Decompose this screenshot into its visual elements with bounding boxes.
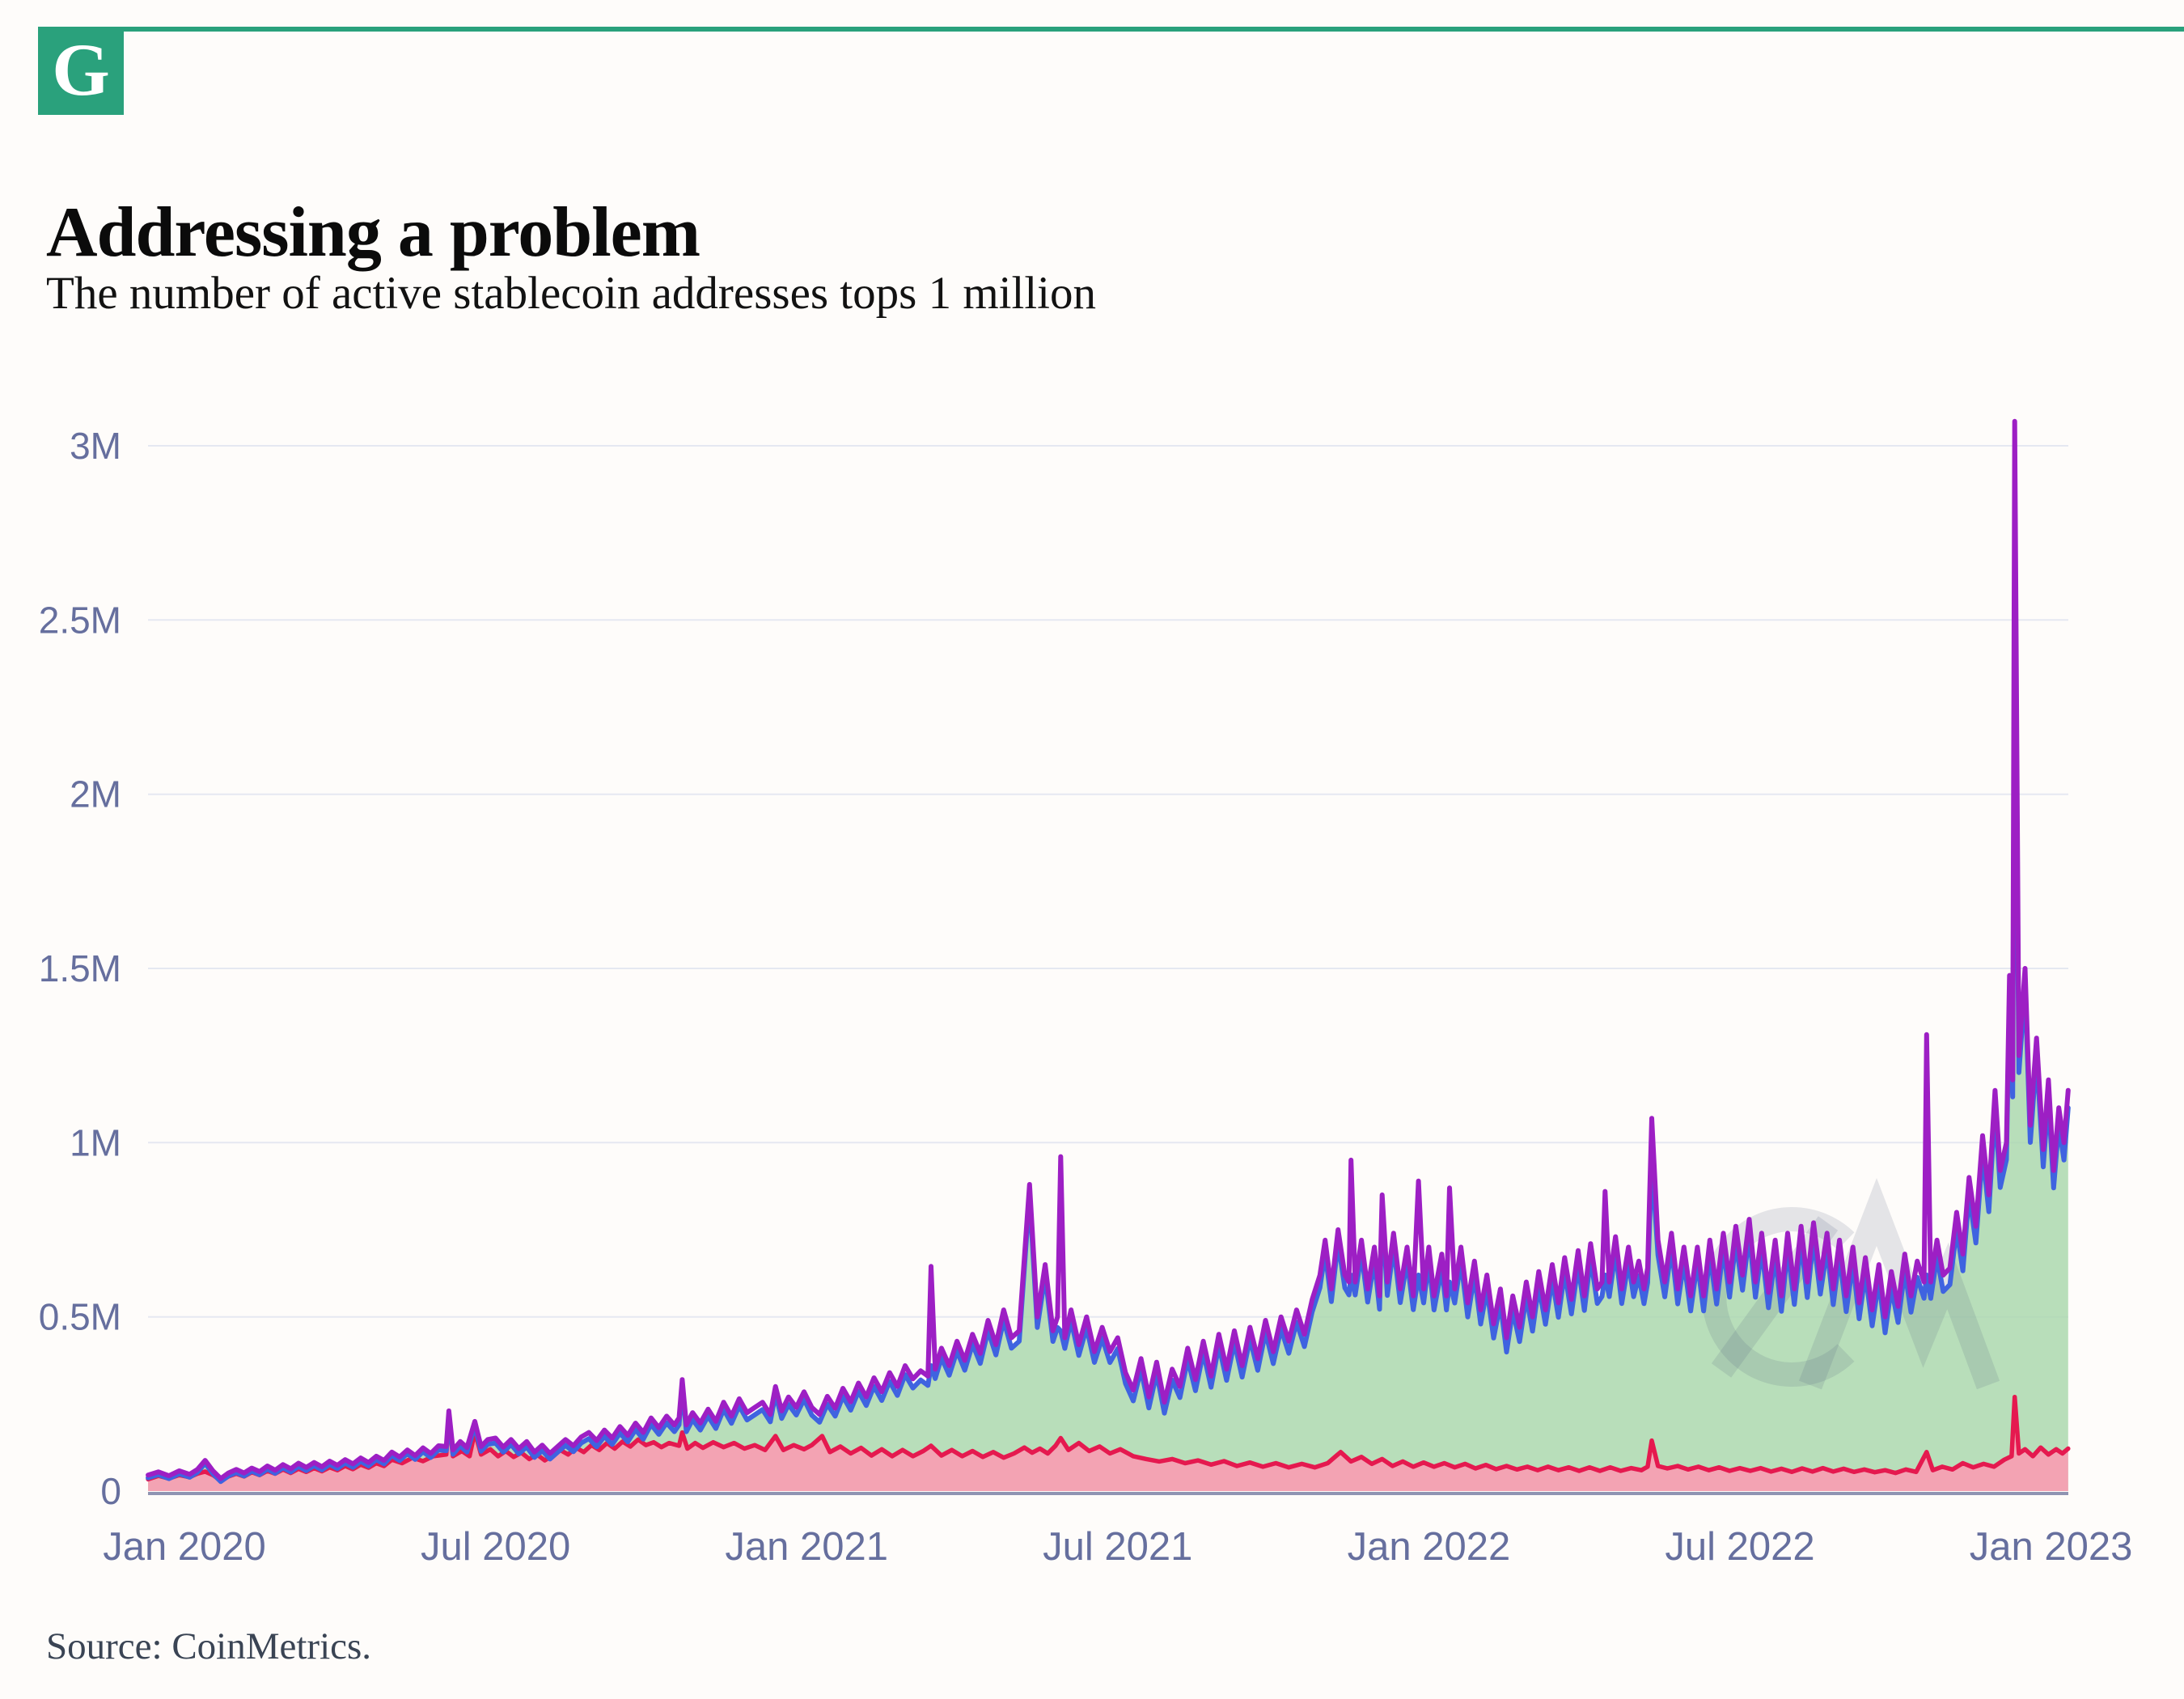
green-area: [148, 585, 2068, 1491]
x-tick-label: Jan 2020: [103, 1525, 266, 1569]
x-tick-label: Jul 2021: [1043, 1525, 1192, 1569]
y-tick-label: 3M: [70, 425, 121, 467]
x-tick-label: Jan 2021: [725, 1525, 888, 1569]
y-tick-label: 1.5M: [39, 947, 121, 989]
logo-letter: G: [52, 28, 110, 111]
y-tick-label: 0: [100, 1470, 121, 1512]
source-note: Source: CoinMetrics.: [46, 1625, 372, 1667]
x-tick-label: Jan 2023: [1970, 1525, 2133, 1569]
red-line: [146, 1394, 2071, 1483]
grid-layer: [148, 445, 2068, 1318]
y-tick-label: 2M: [70, 773, 121, 816]
top-rule: [124, 27, 2184, 32]
y-tick-label: 1M: [70, 1121, 121, 1163]
page-subtitle: The number of active stablecoin addresse…: [46, 268, 1097, 319]
y-tick-label: 0.5M: [39, 1296, 121, 1338]
page-title: Addressing a problem: [46, 193, 700, 272]
x-tick-label: Jan 2022: [1348, 1525, 1511, 1569]
x-tick-label: Jul 2022: [1665, 1525, 1814, 1569]
y-tick-label: 2.5M: [39, 599, 121, 641]
x-tick-label: Jul 2020: [421, 1525, 570, 1569]
fill-layer: [148, 585, 2068, 1491]
site-logo: G: [38, 27, 124, 115]
line-layer: [146, 418, 2071, 1485]
axis-layer: 0 0.5M 1M 1.5M 2M 2.5M 3M Jan 2020 Jul 2020 Jan 2…: [39, 425, 2133, 1569]
pink-area: [148, 1396, 2068, 1491]
purple-line: [146, 418, 2071, 1481]
